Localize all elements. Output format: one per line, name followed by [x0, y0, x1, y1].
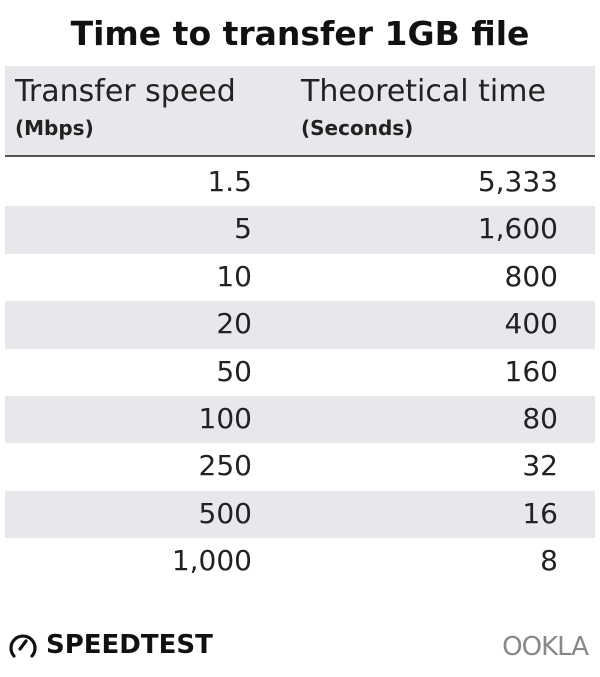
table-row: 10 800 [5, 254, 595, 301]
column-unit-time: (Seconds) [301, 116, 414, 140]
speed-cell: 50 [216, 354, 252, 388]
speed-cell: 500 [198, 496, 252, 530]
speed-cell: 5 [234, 212, 252, 246]
table-header: Transfer speed (Mbps) Theoretical time (… [5, 66, 595, 157]
column-unit-speed: (Mbps) [15, 116, 94, 140]
time-cell: 16 [522, 496, 558, 530]
table-body: 1.5 5,333 5 1,600 10 800 20 400 50 160 100 80 250 32 5… [5, 159, 595, 586]
time-cell: 80 [522, 401, 558, 435]
speedtest-wordmark: SPEEDTEST [46, 630, 213, 660]
table-title: Time to transfer 1GB file [70, 14, 530, 53]
table-row: 100 80 [5, 395, 595, 444]
column-header-speed: Transfer speed [15, 74, 236, 109]
speed-cell: 1.5 [207, 165, 252, 198]
table-row: 50 160 [5, 349, 595, 396]
table-row: 1.5 5,333 [5, 159, 595, 206]
speed-cell: 100 [198, 401, 252, 435]
table-row: 1,000 8 [5, 538, 595, 585]
time-cell: 32 [522, 449, 558, 483]
speed-cell: 20 [216, 307, 252, 341]
time-cell: 160 [504, 354, 558, 388]
speedtest-logo: SPEEDTEST [8, 630, 213, 660]
ookla-logo: OOKLA [502, 632, 589, 662]
time-cell: 800 [504, 259, 558, 293]
speed-cell: 10 [216, 259, 252, 293]
table-row: 500 16 [5, 490, 595, 539]
column-header-time: Theoretical time [301, 74, 546, 109]
speed-cell: 250 [198, 449, 252, 483]
speed-cell: 1,000 [171, 544, 252, 578]
time-cell: 8 [540, 544, 558, 578]
time-cell: 400 [504, 307, 558, 341]
time-cell: 1,600 [477, 212, 558, 246]
speedometer-icon [9, 634, 37, 658]
time-cell: 5,333 [477, 165, 558, 198]
table-row: 5 1,600 [5, 206, 595, 254]
table-row: 250 32 [5, 443, 595, 490]
table-row: 20 400 [5, 301, 595, 349]
